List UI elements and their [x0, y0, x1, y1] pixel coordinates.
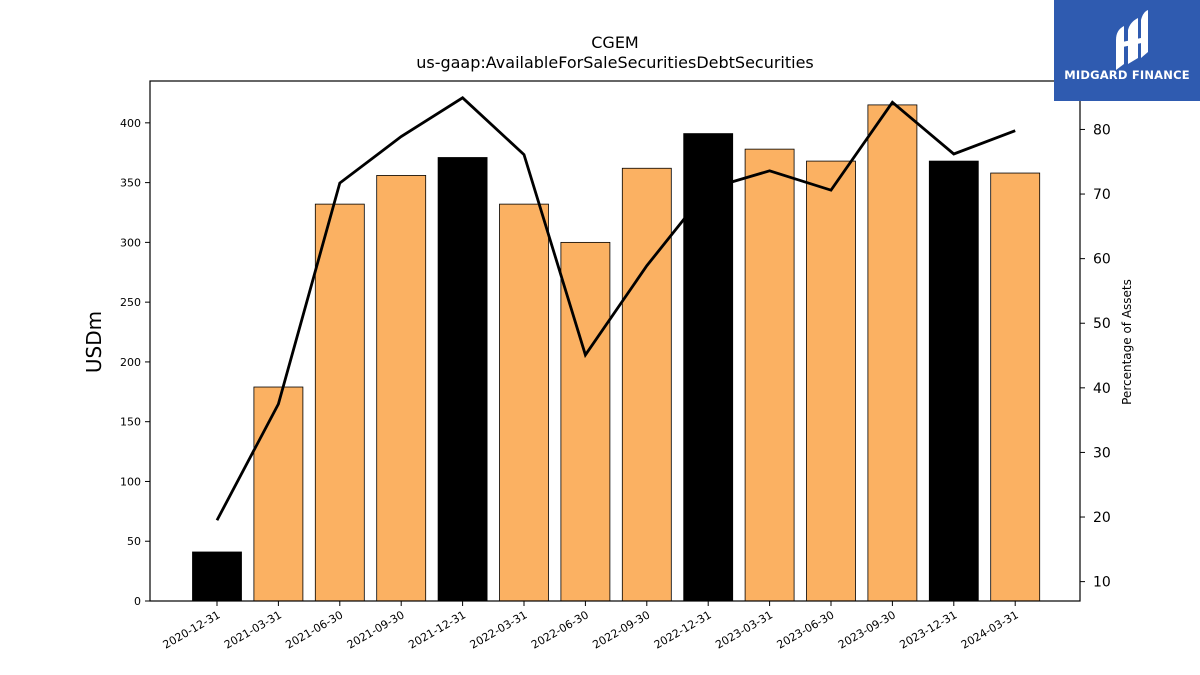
bars-layer: [192, 104, 1041, 602]
y-tick-label: 200: [120, 356, 141, 369]
chart-subtitle: us-gaap:AvailableForSaleSecuritiesDebtSe…: [416, 53, 814, 72]
x-tick-label: 2022-03-31: [468, 608, 530, 651]
y-tick-label: 100: [120, 475, 141, 488]
y2-tick-label: 20: [1093, 510, 1111, 526]
bar-2020-12-31: [192, 551, 242, 602]
bar-2021-09-30: [376, 175, 427, 602]
y2-tick-label: 60: [1093, 252, 1111, 268]
y-axis-label: USDm: [82, 311, 106, 373]
x-tick-label: 2022-12-31: [652, 608, 714, 651]
plot-frame: [149, 80, 1081, 602]
y2-axis-label: Percentage of Assets: [1120, 279, 1134, 405]
chart-title: CGEM: [591, 33, 638, 52]
bar-2021-06-30: [314, 203, 365, 602]
bar-2023-06-30: [806, 160, 856, 602]
percentage-line: [215, 96, 1016, 521]
x-tick-label: 2021-06-30: [283, 608, 345, 651]
y-tick-label: 50: [127, 535, 141, 548]
midgard-finance-logo: MIDGARD FINANCE: [1054, 0, 1200, 101]
line-layer: [215, 96, 1016, 521]
x-tick-label: 2024-03-31: [959, 608, 1021, 651]
x-tick-label: 2022-06-30: [529, 608, 591, 651]
y2-tick-label: 70: [1093, 187, 1111, 203]
y-tick-label: 350: [120, 177, 141, 190]
bar-2022-09-30: [621, 167, 672, 602]
y-tick-label: 150: [120, 416, 141, 429]
logo-text: MIDGARD FINANCE: [1064, 68, 1190, 82]
bar-2022-03-31: [499, 203, 549, 602]
bar-2021-03-31: [253, 386, 304, 602]
y-tick-label: 0: [134, 595, 141, 608]
x-tick-label: 2021-12-31: [406, 608, 468, 651]
bar-2023-03-31: [744, 148, 795, 602]
y2-tick-label: 80: [1093, 122, 1111, 138]
x-tick-label: 2023-12-31: [897, 608, 959, 651]
y2-tick-label: 10: [1093, 575, 1111, 591]
logo-mark-icon: [1116, 10, 1148, 70]
y-tick-label: 400: [120, 117, 141, 130]
bar-2024-03-31: [990, 172, 1041, 602]
bar-2023-09-30: [867, 104, 918, 602]
y-tick-label: 250: [120, 296, 141, 309]
x-tick-label: 2021-03-31: [222, 608, 284, 651]
x-tick-label: 2023-09-30: [836, 608, 898, 651]
x-tick-label: 2021-09-30: [345, 608, 407, 651]
y-tick-label: 300: [120, 236, 141, 249]
y2-tick-label: 40: [1093, 381, 1111, 397]
x-tick-label: 2022-09-30: [590, 608, 652, 651]
bar-2022-12-31: [683, 133, 734, 602]
bar-2021-12-31: [437, 157, 488, 602]
y2-tick-label: 30: [1093, 445, 1111, 461]
bar-2023-12-31: [928, 160, 979, 602]
x-tick-label: 2023-03-31: [713, 608, 775, 651]
y2-tick-label: 50: [1093, 316, 1111, 332]
x-tick-label: 2020-12-31: [161, 608, 223, 651]
x-tick-label: 2023-06-30: [775, 608, 837, 651]
